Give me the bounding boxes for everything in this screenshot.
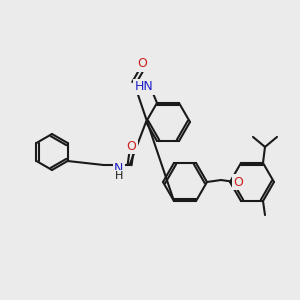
Text: O: O [137,57,147,70]
Text: O: O [127,140,136,152]
Text: O: O [233,176,243,188]
Text: N: N [114,163,123,176]
Text: HN: HN [135,80,153,93]
Text: H: H [114,171,123,181]
